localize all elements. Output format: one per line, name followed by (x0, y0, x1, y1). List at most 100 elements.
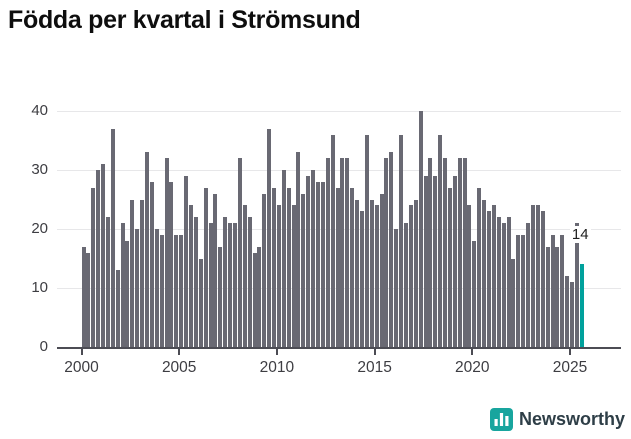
bar (306, 175, 311, 347)
bar (101, 164, 106, 347)
bar (452, 175, 457, 347)
bar (130, 199, 135, 347)
bar (179, 234, 184, 347)
bar (335, 187, 340, 347)
bar (418, 111, 423, 347)
bar (570, 282, 575, 347)
x-tick-2015 (373, 349, 376, 355)
bar (531, 205, 535, 347)
bar (193, 217, 198, 347)
bar (511, 258, 516, 347)
newsworthy-branding[interactable]: Newsworthy (489, 408, 625, 431)
bar (232, 223, 237, 347)
y-axis-label-30: 30 (31, 161, 48, 178)
bar (496, 217, 501, 347)
bar (325, 158, 330, 347)
bar (482, 199, 487, 347)
bar (403, 223, 408, 347)
bar (364, 134, 369, 347)
x-axis-label-2010: 2010 (259, 359, 295, 376)
bar (120, 223, 125, 347)
bar (213, 193, 218, 347)
bar (374, 205, 379, 347)
bar (125, 240, 130, 347)
bar (535, 205, 540, 347)
bar (540, 211, 545, 347)
y-axis-label-10: 10 (31, 279, 48, 296)
x-axis-line (57, 347, 621, 349)
bar (433, 175, 438, 347)
bar (423, 175, 428, 347)
bar (467, 205, 472, 347)
x-axis-label-2020: 2020 (455, 359, 490, 376)
bar (242, 205, 247, 347)
bar (550, 234, 555, 347)
bar (574, 223, 579, 347)
bar (184, 175, 189, 347)
bar (218, 246, 223, 347)
bar (389, 152, 394, 347)
bar (228, 223, 233, 347)
x-axis-label-2000: 2000 (64, 359, 99, 376)
chart-title: Födda per kvartal i Strömsund (8, 6, 361, 34)
bar (487, 211, 492, 347)
bar (257, 246, 262, 347)
bar (457, 158, 462, 347)
bar (252, 252, 257, 347)
newsworthy-logo-icon (489, 408, 513, 431)
bar (506, 217, 511, 347)
bar (320, 181, 325, 347)
bar (340, 158, 345, 347)
bar (545, 246, 550, 347)
bar-highlighted (579, 264, 584, 347)
bar (369, 199, 374, 347)
x-tick-2005 (178, 349, 181, 355)
y-axis-label-40: 40 (31, 102, 48, 119)
bar (394, 229, 399, 347)
bar (521, 234, 526, 347)
x-tick-2010 (275, 349, 278, 355)
bar (291, 205, 296, 347)
bar (96, 170, 101, 347)
bar (203, 187, 208, 347)
y-axis-label-20: 20 (31, 220, 48, 237)
bar (399, 134, 404, 347)
bar (115, 270, 120, 347)
bar (355, 199, 360, 347)
bar (281, 170, 286, 347)
bar (408, 205, 413, 347)
bar (501, 223, 506, 347)
bar (447, 187, 452, 347)
x-tick-2020 (471, 349, 474, 355)
bar (379, 193, 384, 347)
bar (174, 234, 179, 347)
bar (159, 234, 164, 347)
x-axis-label-2005: 2005 (161, 359, 197, 376)
bar (135, 229, 140, 347)
bar (164, 158, 169, 347)
bar (149, 181, 154, 347)
bar (526, 223, 531, 347)
bar (560, 234, 565, 347)
bar (267, 128, 272, 347)
bar (516, 234, 521, 347)
bar (140, 199, 145, 347)
bar (384, 158, 389, 347)
bar (428, 158, 433, 347)
bar (491, 205, 496, 347)
bar (86, 252, 91, 347)
bar (565, 276, 570, 347)
bar (360, 211, 364, 347)
gridline-40 (57, 111, 621, 112)
bar (345, 158, 350, 347)
bar (198, 258, 203, 347)
bar (208, 223, 213, 347)
bar (145, 152, 150, 347)
x-tick-2025 (569, 349, 571, 355)
bar (296, 152, 301, 347)
bar (443, 158, 448, 347)
bar (330, 134, 335, 347)
bar (154, 229, 159, 347)
bar (223, 217, 228, 347)
